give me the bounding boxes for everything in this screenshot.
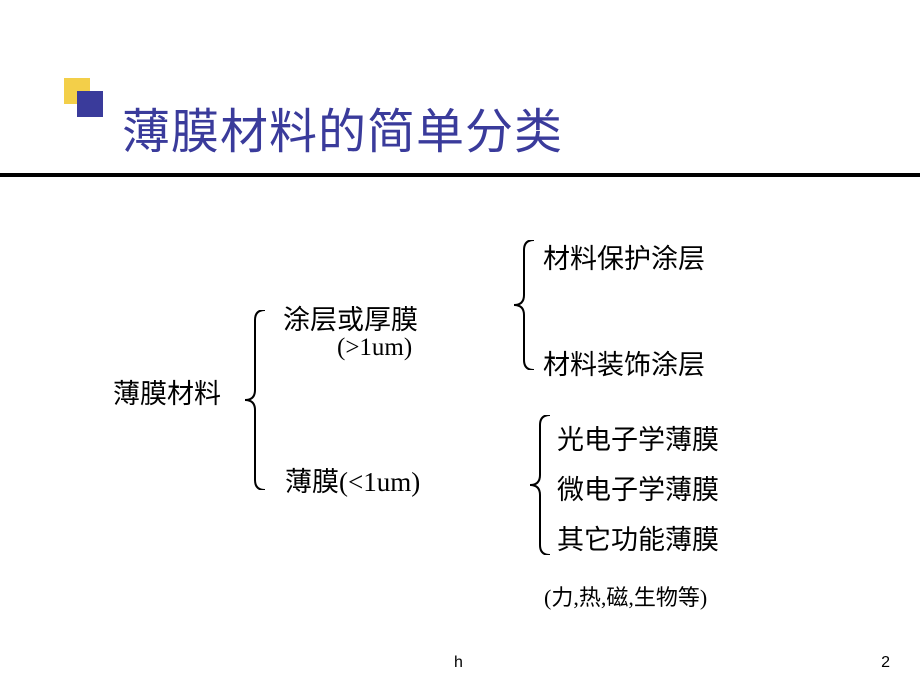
brace-bottom [528,415,552,555]
title-underline [0,173,920,177]
branch2: 薄膜(<1um) [285,460,420,499]
tree-root: 薄膜材料 [113,372,221,411]
brace-top [512,240,536,370]
brace-root [243,310,267,490]
branch1-line2: (>1um) [337,334,412,362]
branch1-line1: 涂层或厚膜 [283,298,418,337]
leaf5: 其它功能薄膜 [557,518,719,557]
page-number: 2 [881,654,890,672]
footnote: (力,热,磁,生物等) [544,580,707,612]
leaf1: 材料保护涂层 [543,237,705,276]
leaf2: 材料装饰涂层 [543,343,705,382]
leaf3: 光电子学薄膜 [557,418,719,457]
title-bar: 薄膜材料的简单分类 [0,78,920,186]
title-accent-large [77,91,103,117]
leaf4: 微电子学薄膜 [557,468,719,507]
footer-left: h [454,654,463,672]
slide-title: 薄膜材料的简单分类 [122,92,563,162]
